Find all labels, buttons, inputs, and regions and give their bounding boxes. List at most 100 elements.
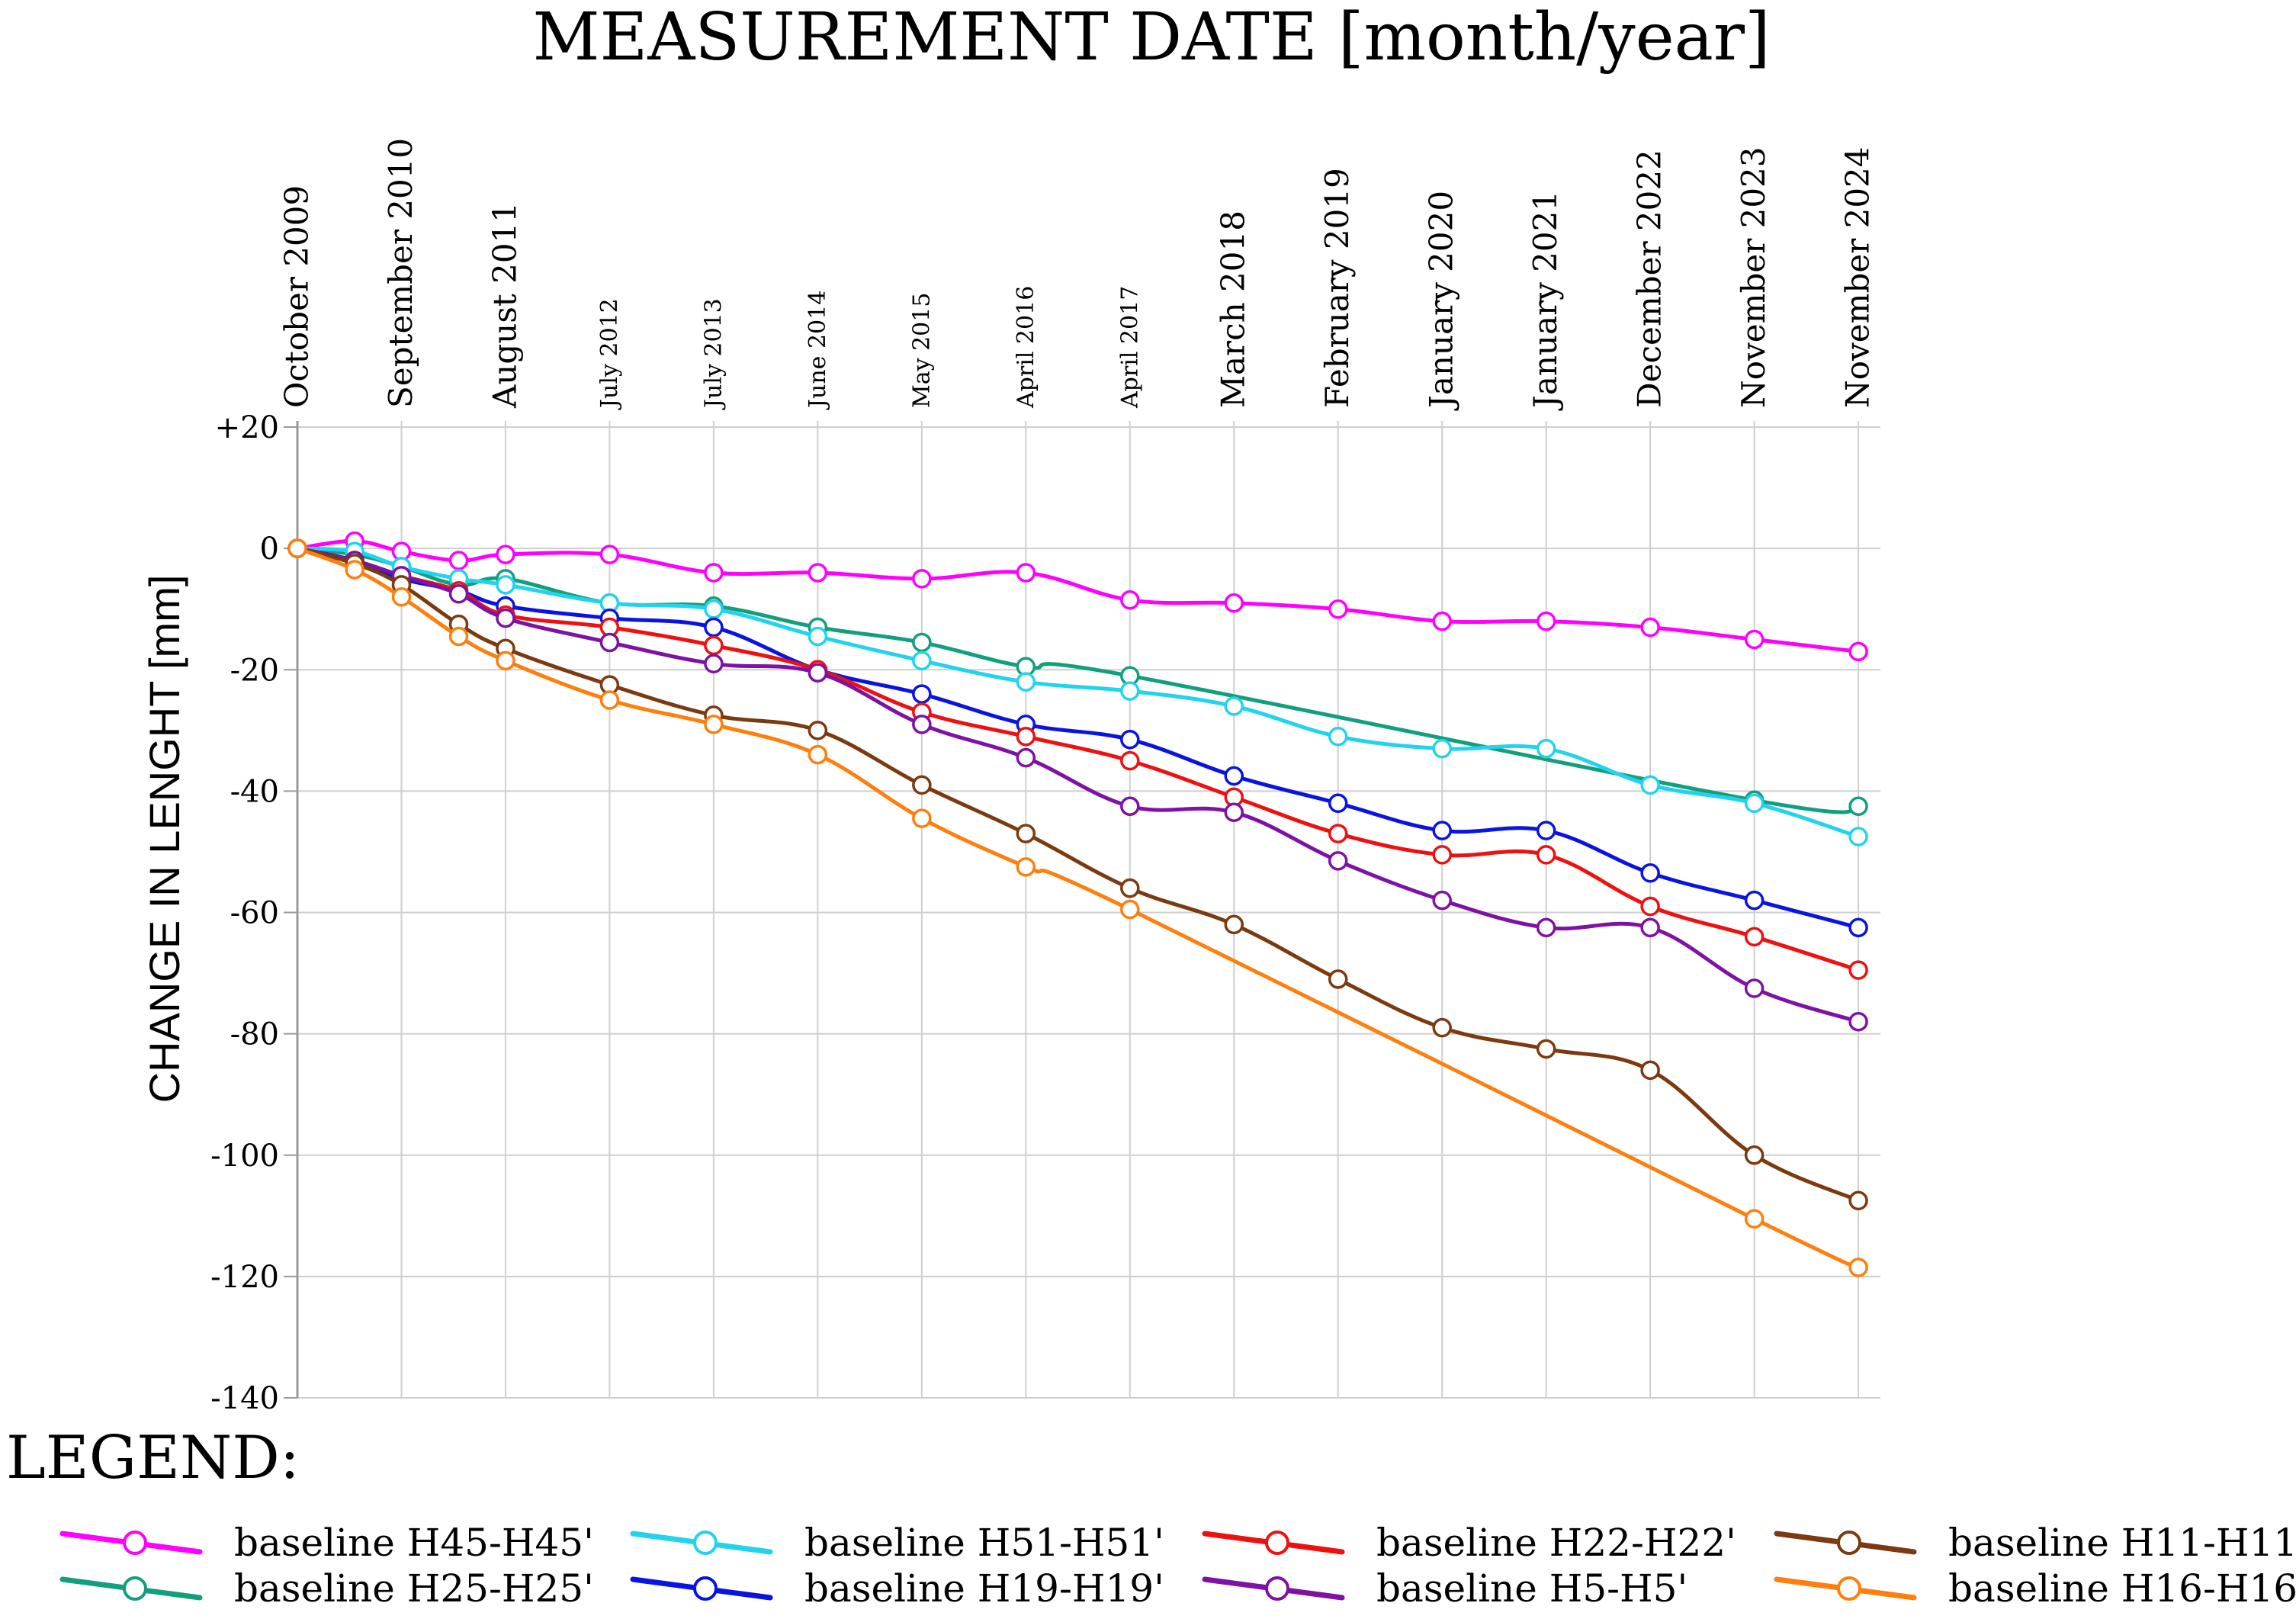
data-point — [1848, 827, 1868, 846]
data-point — [1328, 824, 1348, 843]
data-point — [1016, 857, 1036, 877]
legend-label: baseline H16-H16' — [1948, 1566, 2296, 1611]
data-point — [496, 544, 515, 564]
y-tick-label: -40 — [230, 774, 279, 809]
legend-label: baseline H22-H22' — [1376, 1521, 1736, 1565]
data-point — [1536, 611, 1556, 631]
data-point — [1328, 969, 1348, 989]
x-tick-label: August 2011 — [486, 202, 523, 409]
data-point — [1848, 641, 1868, 662]
data-point — [1848, 1190, 1868, 1211]
legend: LEGEND: baseline H45-H45' baseline H51-H5… — [6, 1424, 2296, 1611]
data-point — [912, 715, 932, 734]
data-point — [1640, 775, 1660, 795]
data-point — [1744, 629, 1765, 650]
data-point — [1328, 727, 1348, 747]
y-tick-label: +20 — [215, 410, 279, 445]
legend-label: baseline H45-H45' — [234, 1521, 594, 1565]
data-point — [599, 632, 620, 653]
legend-swatch-marker — [123, 1531, 147, 1555]
data-point — [808, 721, 828, 740]
legend-item: baseline H11-H11' — [1774, 1521, 2296, 1565]
data-point — [912, 775, 932, 795]
data-point — [287, 538, 307, 558]
series-line — [295, 546, 1861, 930]
data-point — [1848, 1258, 1868, 1277]
series-6 — [287, 538, 1868, 1211]
data-point — [1120, 878, 1140, 898]
series-line — [295, 546, 1861, 839]
legend-swatch-marker — [123, 1576, 147, 1601]
data-point — [1120, 899, 1140, 920]
y-axis-label: CHANGE IN LENGHT [mm] — [140, 575, 188, 1103]
data-point — [1432, 845, 1452, 865]
series-line — [295, 546, 1861, 1270]
y-tick-label: 0 — [260, 532, 279, 567]
data-point — [1848, 796, 1868, 817]
data-point — [1016, 672, 1036, 692]
series-line — [295, 546, 1861, 1203]
legend-swatch-marker — [1265, 1531, 1289, 1555]
axes: +20 0 -20 -40 -60 -80 -100 -120 -140 October 2009… — [210, 138, 1876, 1416]
data-point — [448, 551, 469, 570]
legend-label: baseline H5-H5' — [1376, 1566, 1687, 1611]
data-point — [1328, 599, 1348, 619]
x-tick-label: January 2020 — [1423, 191, 1460, 411]
legend-swatch-marker — [693, 1531, 718, 1555]
data-point — [1016, 824, 1036, 843]
legend-label: baseline H11-H11' — [1948, 1521, 2296, 1565]
x-tick-label: July 2013 — [700, 298, 727, 410]
series-lines — [287, 531, 1868, 1277]
data-point — [704, 563, 724, 583]
data-point — [1432, 611, 1452, 631]
series-7 — [287, 538, 1868, 1277]
y-tick-label: -140 — [210, 1381, 279, 1416]
legend-label: baseline H25-H25' — [234, 1566, 594, 1611]
data-point — [808, 663, 828, 683]
data-point — [808, 744, 828, 765]
series-3 — [287, 538, 1868, 938]
data-point — [1744, 1209, 1765, 1229]
data-point — [391, 587, 412, 607]
x-tick-label: November 2023 — [1735, 146, 1772, 408]
x-tick-label: June 2014 — [804, 291, 831, 410]
data-point — [704, 654, 724, 674]
data-point — [1328, 793, 1348, 814]
data-point — [1224, 593, 1244, 613]
data-point — [912, 569, 932, 589]
data-point — [1432, 821, 1452, 840]
data-point — [1536, 821, 1556, 840]
series-0 — [287, 531, 1868, 662]
legend-label: baseline H51-H51' — [804, 1521, 1164, 1565]
legend-item: baseline H5-H5' — [1202, 1566, 1687, 1611]
data-point — [496, 650, 515, 671]
legend-item: baseline H16-H16' — [1774, 1566, 2296, 1611]
legend-item: baseline H22-H22' — [1202, 1521, 1736, 1565]
data-point — [704, 599, 724, 619]
data-point — [912, 650, 932, 671]
y-tick-label: -60 — [230, 896, 279, 931]
series-1 — [287, 538, 1868, 817]
data-point — [1224, 914, 1244, 935]
x-tick-label: October 2009 — [278, 185, 315, 408]
data-point — [1640, 896, 1660, 917]
legend-swatch-marker — [1837, 1576, 1861, 1601]
data-point — [1432, 738, 1452, 759]
data-point — [704, 635, 724, 656]
data-point — [1536, 845, 1556, 865]
series-line — [295, 539, 1861, 654]
data-point — [496, 575, 515, 595]
data-point — [1432, 1017, 1452, 1038]
legend-label: baseline H19-H19' — [804, 1566, 1164, 1611]
data-point — [912, 808, 932, 828]
x-tick-label: April 2017 — [1116, 286, 1143, 409]
x-tick-label: January 2021 — [1527, 191, 1564, 411]
x-tick-label: April 2016 — [1013, 286, 1039, 409]
x-tick-label: July 2012 — [596, 298, 623, 410]
data-point — [1848, 1011, 1868, 1032]
legend-title: LEGEND: — [6, 1424, 300, 1492]
legend-item: baseline H51-H51' — [630, 1521, 1164, 1565]
data-point — [448, 584, 469, 604]
data-point — [1744, 978, 1765, 998]
data-point — [1432, 890, 1452, 911]
